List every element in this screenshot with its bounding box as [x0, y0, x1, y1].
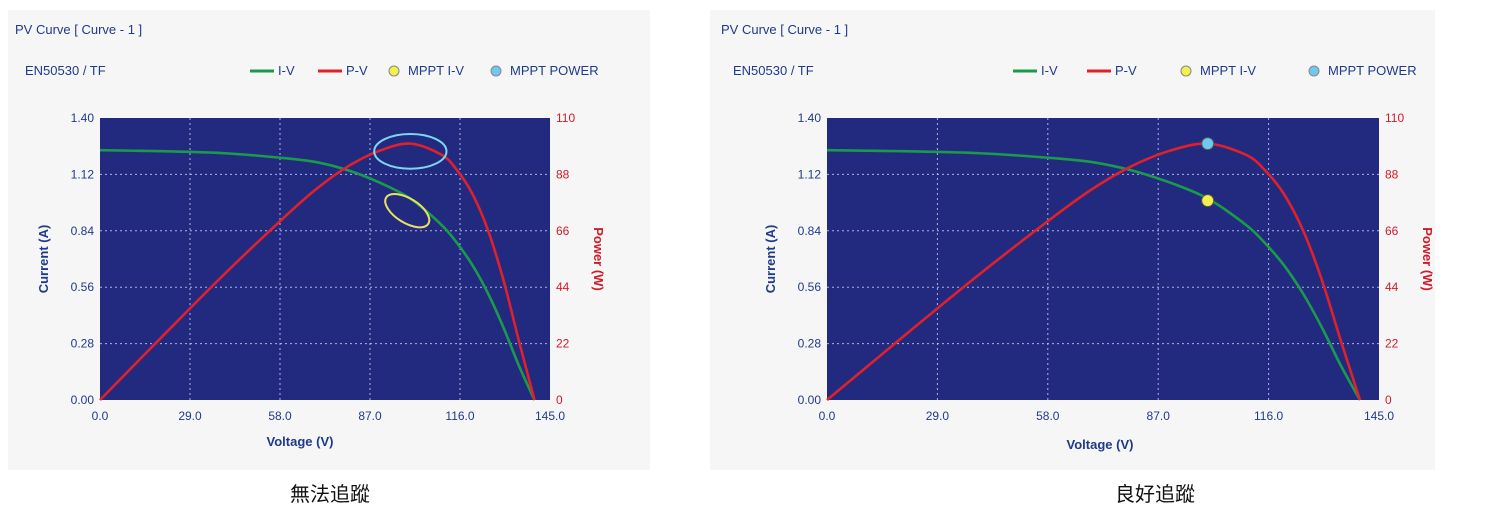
- y-tick-label: 0.84: [71, 224, 95, 238]
- legend-label: MPPT POWER: [1328, 63, 1417, 78]
- legend-swatch-marker: [1180, 65, 1192, 77]
- x-tick-label: 0.0: [819, 409, 836, 423]
- y2-tick-label: 88: [1385, 167, 1399, 181]
- y2-tick-label: 22: [1385, 337, 1399, 351]
- x-tick-label: 116.0: [445, 409, 474, 423]
- x-axis-label: Voltage (V): [267, 434, 334, 449]
- y-tick-label: 0.56: [71, 280, 95, 294]
- y2-tick-label: 110: [556, 111, 575, 125]
- pv-curve-chart-left: PV Curve [ Curve - 1 ] EN50530 / TF I-V P-V…: [15, 22, 606, 449]
- legend-swatch-marker: [388, 65, 400, 77]
- y2-tick-label: 22: [556, 337, 570, 351]
- y-tick-label: 1.40: [798, 111, 822, 125]
- y-tick-label: 1.12: [798, 167, 822, 181]
- chart-panel-left: PV Curve [ Curve - 1 ] EN50530 / TF I-V P-V…: [0, 0, 730, 518]
- x-tick-label: 116.0: [1254, 409, 1283, 423]
- mppt-iv-highlight-ellipse: [384, 192, 431, 229]
- legend-label: MPPT I-V: [408, 63, 464, 78]
- y2-axis-label: Power (W): [591, 227, 606, 291]
- x-tick-label: 87.0: [358, 409, 382, 423]
- chart-panel-right: PV Curve [ Curve - 1 ] EN50530 / TF I-V P-V…: [710, 0, 1475, 518]
- y2-tick-label: 88: [556, 167, 570, 181]
- series-line-p-v: [826, 142, 1362, 401]
- legend-swatch-marker: [1308, 65, 1320, 77]
- plot-area: [100, 118, 550, 400]
- legend-label: P-V: [346, 63, 368, 78]
- y-tick-label: 0.28: [798, 337, 822, 351]
- x-tick-label: 0.0: [92, 409, 109, 423]
- chart-title: PV Curve [ Curve - 1 ]: [15, 22, 142, 37]
- x-tick-label: 58.0: [268, 409, 292, 423]
- x-tick-label: 145.0: [535, 409, 565, 423]
- legend-swatch-marker: [490, 65, 502, 77]
- y-tick-label: 0.00: [798, 393, 822, 407]
- chart-subtitle: EN50530 / TF: [733, 63, 814, 78]
- x-axis-label: Voltage (V): [1067, 437, 1134, 452]
- chart-subtitle: EN50530 / TF: [25, 63, 106, 78]
- plot-area: [827, 118, 1379, 400]
- y2-tick-label: 0: [556, 393, 563, 407]
- x-tick-label: 29.0: [926, 409, 950, 423]
- y2-tick-label: 66: [1385, 224, 1399, 238]
- y2-tick-label: 66: [556, 224, 570, 238]
- x-tick-label: 87.0: [1147, 409, 1171, 423]
- y2-tick-label: 44: [556, 280, 570, 294]
- y-axis-label: Current (A): [36, 225, 51, 294]
- mppt-power-highlight-ellipse: [373, 132, 448, 170]
- y2-tick-label: 44: [1385, 280, 1399, 294]
- legend-label: P-V: [1115, 63, 1137, 78]
- y2-tick-label: 0: [1385, 393, 1392, 407]
- mppt-iv-marker: [1201, 194, 1215, 208]
- legend-label: I-V: [278, 63, 295, 78]
- y-tick-label: 0.84: [798, 224, 822, 238]
- legend-label: I-V: [1041, 63, 1058, 78]
- pv-curve-chart-right: PV Curve [ Curve - 1 ] EN50530 / TF I-V P-V…: [721, 22, 1435, 452]
- y-axis-label: Current (A): [763, 225, 778, 294]
- x-tick-label: 29.0: [178, 409, 202, 423]
- chart-caption: 良好追蹤: [1115, 482, 1195, 506]
- y2-tick-label: 110: [1385, 111, 1404, 125]
- x-tick-label: 58.0: [1036, 409, 1060, 423]
- legend-label: MPPT POWER: [510, 63, 599, 78]
- y2-axis-label: Power (W): [1420, 227, 1435, 291]
- mppt-power-marker: [1201, 137, 1215, 151]
- x-tick-label: 145.0: [1364, 409, 1394, 423]
- series-line-p-v: [99, 142, 536, 401]
- chart-caption: 無法追蹤: [290, 482, 370, 506]
- y-tick-label: 0.00: [71, 393, 95, 407]
- chart-title: PV Curve [ Curve - 1 ]: [721, 22, 848, 37]
- legend-label: MPPT I-V: [1200, 63, 1256, 78]
- y-tick-label: 0.56: [798, 280, 822, 294]
- y-tick-label: 1.40: [71, 111, 95, 125]
- y-tick-label: 0.28: [71, 337, 95, 351]
- y-tick-label: 1.12: [71, 167, 95, 181]
